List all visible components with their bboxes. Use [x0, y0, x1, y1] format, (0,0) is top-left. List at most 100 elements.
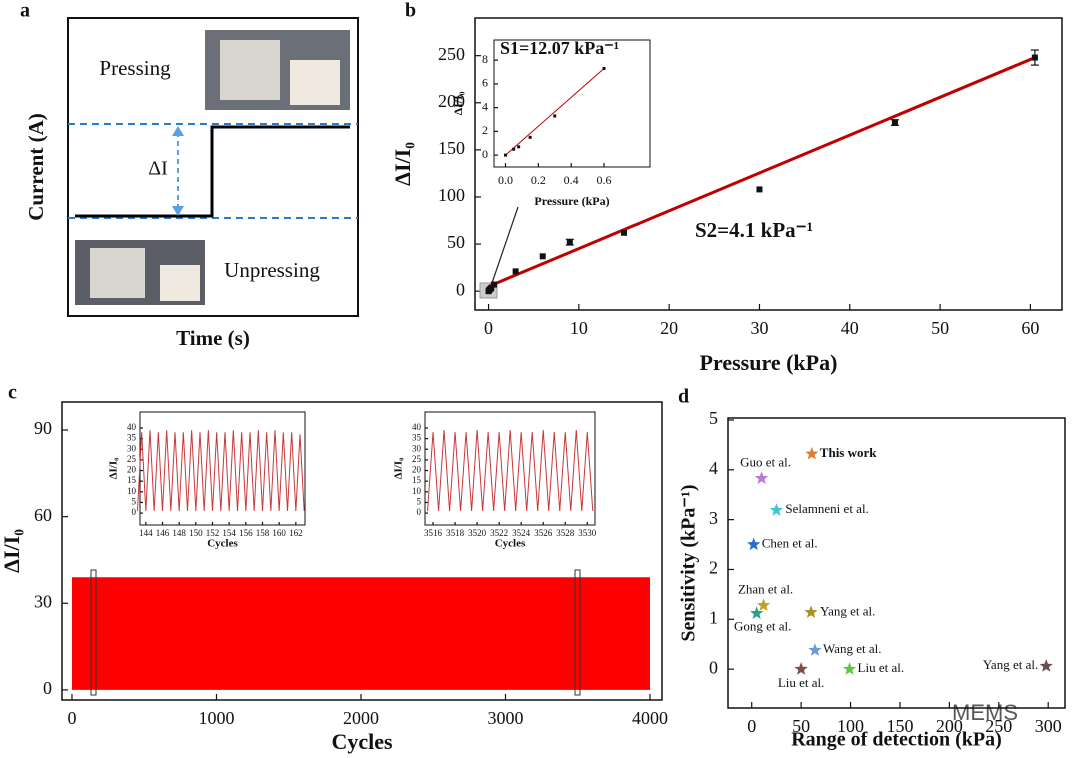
y-tick-label: 35	[127, 433, 137, 443]
y-tick-label: 30	[127, 443, 137, 453]
paper	[160, 265, 200, 301]
x-tick-label: 250	[985, 716, 1012, 736]
y-tick-label: 100	[438, 185, 465, 205]
x-tick-label: 146	[156, 528, 170, 538]
zoom-arrow	[491, 206, 519, 284]
point-label: Liu et al.	[778, 675, 825, 690]
star-marker	[804, 605, 818, 618]
panel-a-frame	[67, 17, 359, 317]
y-tick-label: 0	[417, 507, 422, 517]
y-tick-label: 30	[412, 443, 422, 453]
x-tick-label: 1000	[198, 708, 234, 728]
breadboard	[220, 40, 280, 100]
signal-band	[71, 577, 651, 690]
y-axis-title: ΔI/I₀	[108, 457, 120, 480]
x-tick-label: 160	[272, 528, 286, 538]
data-point	[891, 119, 898, 126]
x-axis-title: Pressure (kPa)	[700, 350, 838, 375]
x-tick-label: 3516	[424, 528, 443, 538]
star-marker	[750, 606, 764, 619]
x-tick-label: 3520	[468, 528, 487, 538]
star-marker	[842, 662, 857, 675]
data-point	[488, 285, 495, 292]
x-tick-label: 148	[172, 528, 186, 538]
zoom-box	[90, 569, 97, 696]
x-tick-label: 0	[67, 708, 76, 728]
star-marker	[808, 643, 822, 656]
inset-point	[528, 135, 532, 139]
x-tick-label: 3526	[534, 528, 553, 538]
x-tick-label: 3530	[578, 528, 597, 538]
point-label: Chen et al.	[762, 536, 818, 551]
panel-label: a	[20, 0, 30, 22]
x-axis-title: Range of detection (kPa)	[791, 729, 1002, 751]
x-tick-label: 3522	[490, 528, 508, 538]
x-tick-label: 40	[841, 318, 859, 338]
plot-frame	[424, 411, 596, 526]
data-point	[1031, 54, 1038, 61]
y-tick-label: 8	[482, 52, 488, 66]
panel-label: c	[8, 382, 17, 404]
arrow-head	[172, 126, 184, 136]
y-tick-label: 4	[482, 99, 488, 113]
data-point	[621, 229, 628, 236]
data-point	[539, 253, 546, 260]
y-tick-label: 0	[132, 507, 137, 517]
y-tick-label: 15	[412, 475, 422, 485]
point-label: Selamneni et al.	[785, 501, 868, 516]
y-tick-label: 50	[447, 232, 465, 252]
y-tick-label: 40	[127, 422, 137, 432]
y-tick-label: 250	[438, 44, 465, 64]
current-step	[75, 125, 350, 218]
plot-frame	[727, 417, 1066, 709]
y-tick-label: 0	[43, 678, 52, 698]
x-axis-title: Pressure (kPa)	[534, 194, 609, 208]
y-axis-title: ΔI/I₀	[451, 91, 465, 115]
x-tick-label: 158	[256, 528, 270, 538]
x-tick-label: 2000	[343, 708, 379, 728]
x-tick-label: 100	[837, 716, 864, 736]
y-tick-label: 200	[438, 91, 465, 111]
point-label: Wang et al.	[823, 641, 882, 656]
inset-annotation: S1=12.07 kPa⁻¹	[500, 38, 619, 58]
pressing-label: Pressing	[99, 56, 171, 80]
x-axis-title: Cycles	[207, 538, 238, 550]
delta-label: ΔI	[148, 158, 168, 180]
y-axis-title: ΔI/I₀	[0, 529, 24, 573]
data-point	[512, 268, 519, 275]
y-axis-title: ΔI/I₀	[393, 457, 405, 480]
x-tick-label: 3518	[446, 528, 465, 538]
inset-point	[517, 145, 521, 149]
y-tick-label: 2	[482, 123, 488, 137]
inset-point	[553, 114, 557, 118]
point-label: Yang et al.	[983, 657, 1038, 672]
plot-frame	[474, 17, 1063, 311]
x-tick-label: 150	[189, 528, 203, 538]
y-tick-label: 0	[709, 657, 718, 677]
plot-frame	[61, 401, 663, 701]
y-tick-label: 2	[709, 558, 718, 578]
x-tick-label: 300	[1035, 716, 1062, 736]
zoom-box	[574, 569, 581, 696]
point-label: Guo et al.	[740, 454, 791, 469]
x-tick-label: 0.6	[597, 173, 612, 187]
y-tick-label: 40	[412, 422, 422, 432]
point-label: Zhan et al.	[738, 581, 793, 596]
x-tick-label: 152	[206, 528, 220, 538]
x-axis-title: Cycles	[495, 538, 526, 550]
y-tick-label: 10	[127, 486, 137, 496]
point-label: This work	[820, 445, 877, 460]
slope-annotation: S2=4.1 kPa⁻¹	[695, 218, 813, 242]
y-axis-title: ΔI/I₀	[390, 142, 415, 186]
y-tick-label: 60	[34, 505, 52, 525]
data-point	[756, 186, 763, 193]
inset-point	[602, 66, 606, 70]
x-tick-label: 154	[222, 528, 236, 538]
watermark: MEMS	[952, 700, 1018, 725]
y-tick-label: 5	[417, 497, 422, 507]
y-tick-label: 25	[127, 454, 137, 464]
x-tick-label: 144	[139, 528, 153, 538]
data-point	[566, 239, 573, 246]
x-tick-label: 20	[660, 318, 678, 338]
x-tick-label: 0.2	[531, 173, 546, 187]
